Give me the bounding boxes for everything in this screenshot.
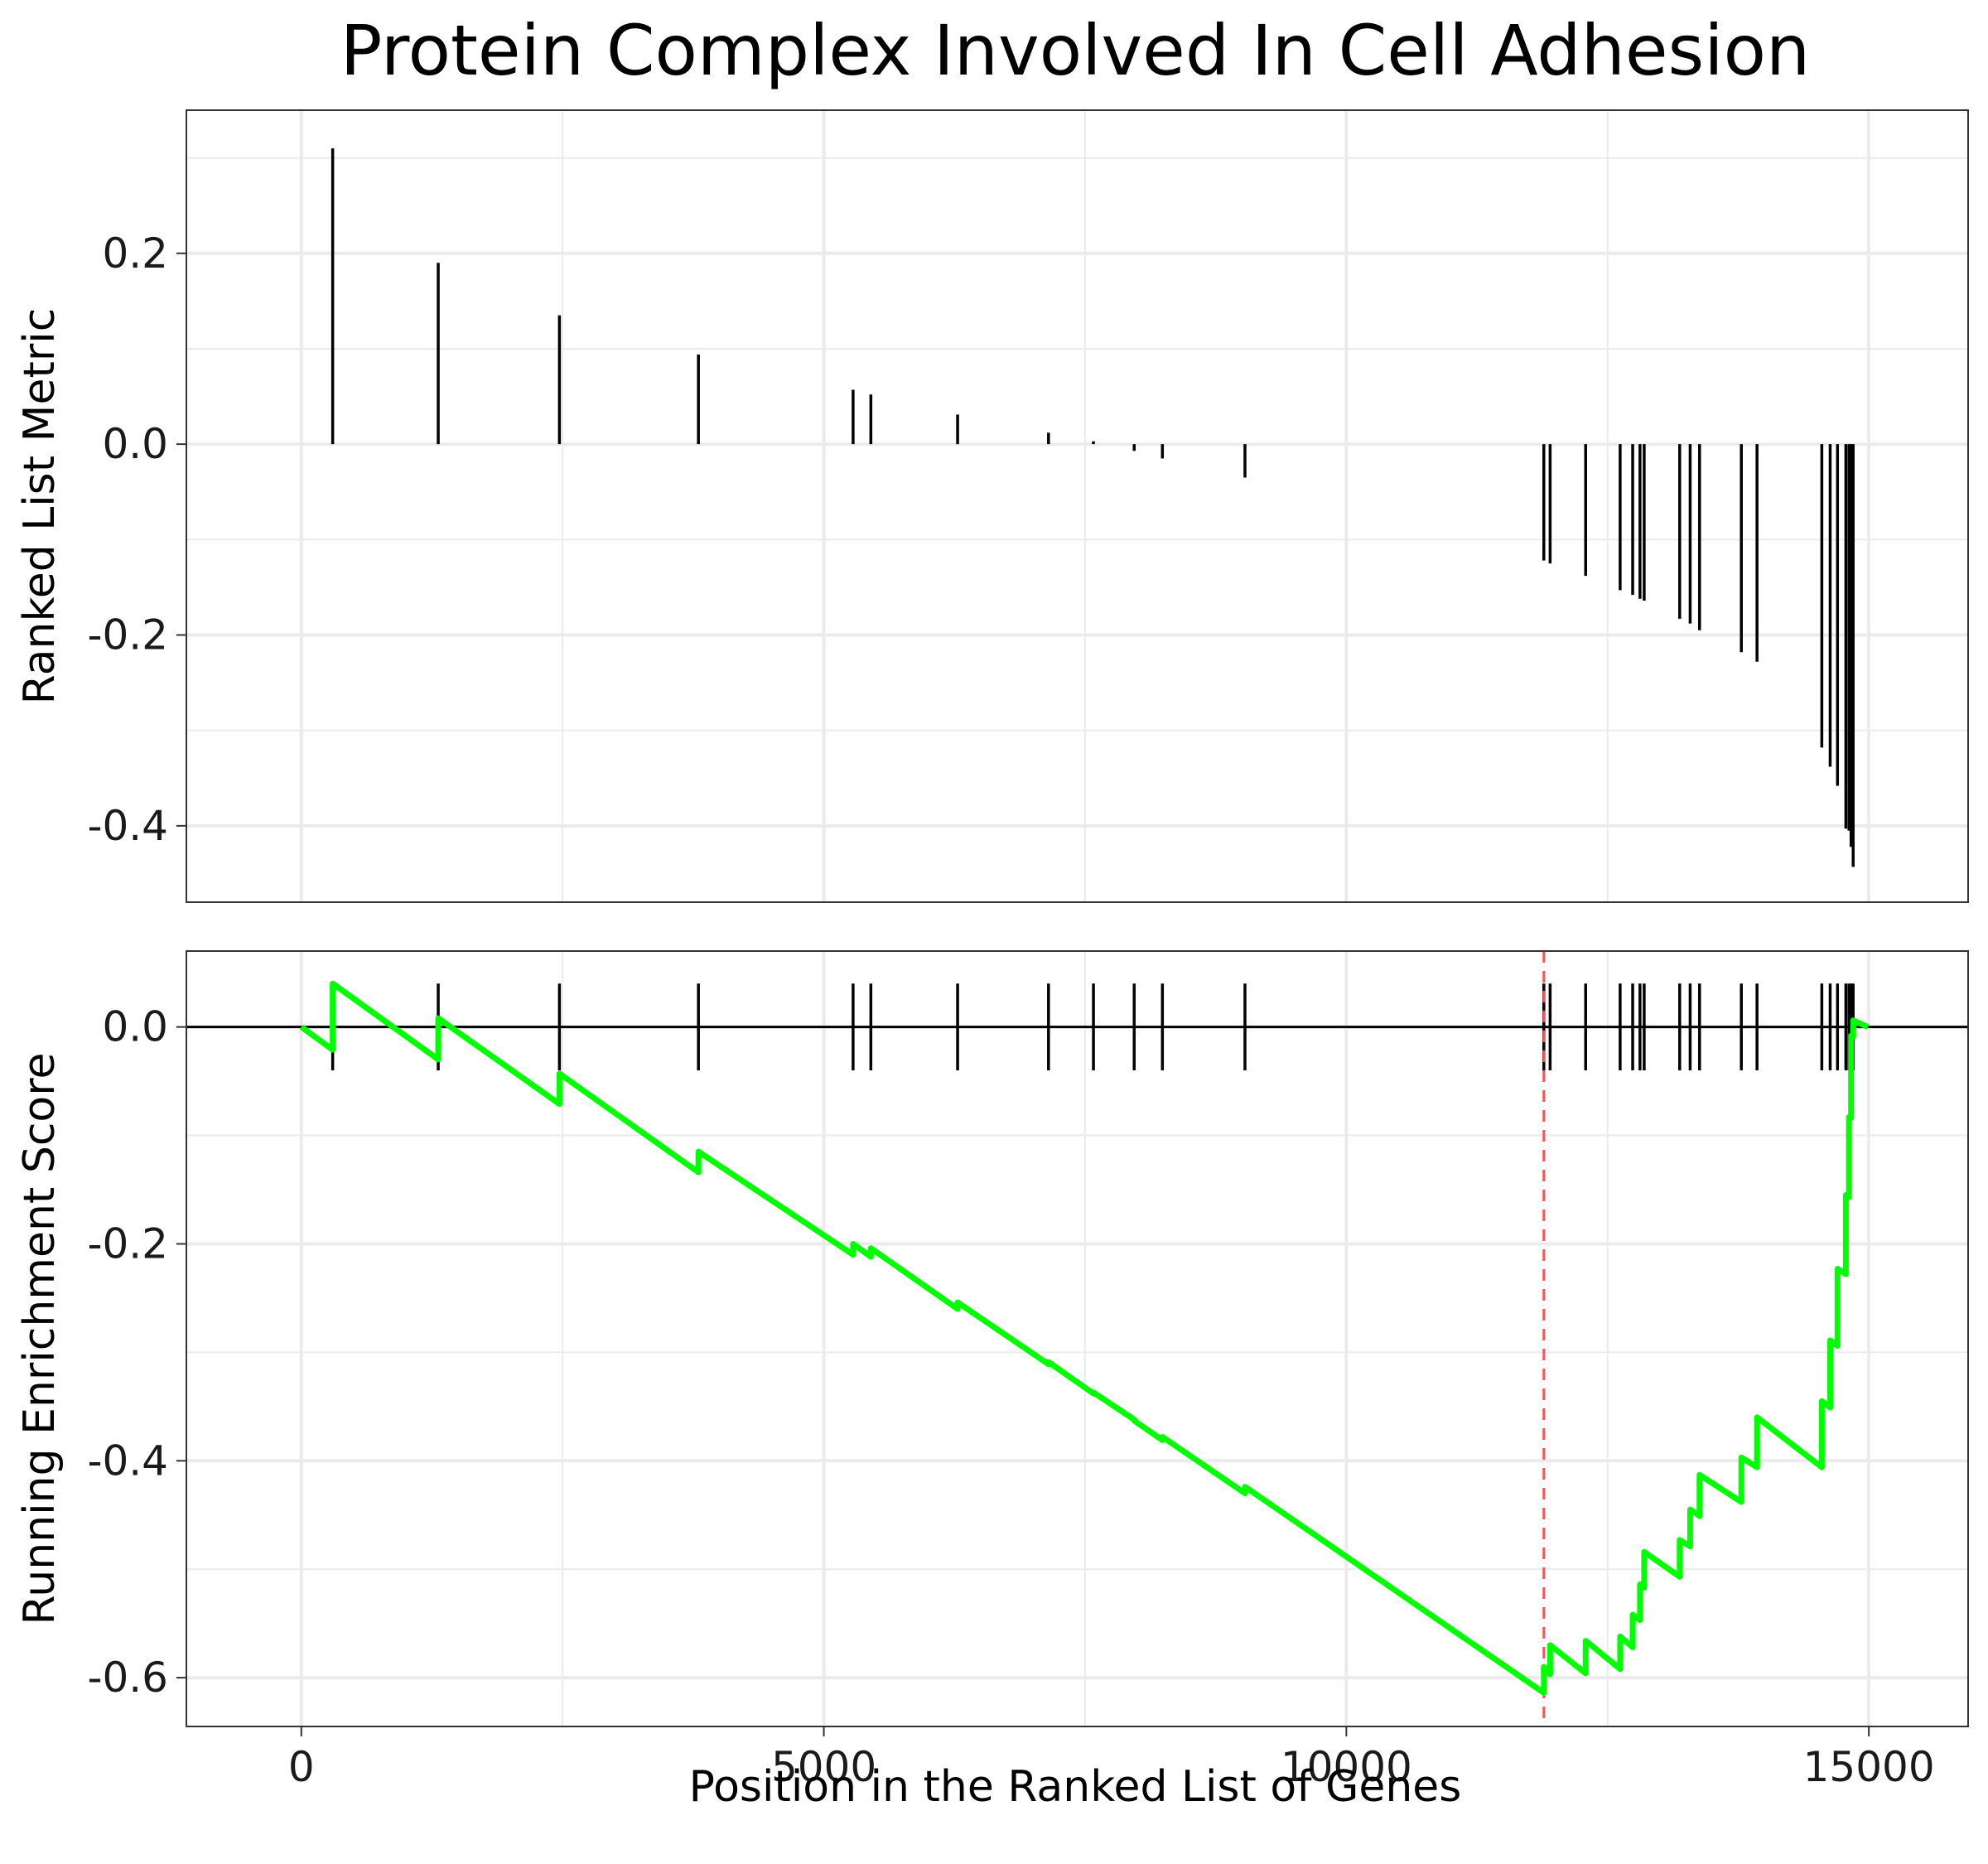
y-tick-label: 0.2 xyxy=(102,229,168,278)
x-tick-label: 0 xyxy=(288,1743,315,1791)
x-tick-label: 5000 xyxy=(771,1743,876,1791)
x-axis-title: Position in the Ranked List of Genes xyxy=(689,1762,1462,1812)
y-tick-label: 0.0 xyxy=(102,420,168,468)
running-es-y-ticks: 0.0 -0.2 -0.4 -0.6 xyxy=(87,1003,186,1702)
y-tick-label: 0.0 xyxy=(102,1003,168,1051)
y-tick-label: -0.4 xyxy=(87,802,168,850)
x-tick-label: 10000 xyxy=(1281,1743,1412,1791)
y-tick-label: -0.2 xyxy=(87,611,168,659)
running-es-y-axis-title: Running Enrichment Score xyxy=(15,1053,65,1625)
ranked-metric-panel: 0.2 0.0 -0.2 -0.4 Ranked List Metric xyxy=(15,109,1969,903)
running-es-plot-area xyxy=(186,951,1968,1726)
running-es-panel-border xyxy=(186,950,1969,1727)
ranked-metric-bars xyxy=(331,148,1855,867)
ranked-metric-y-ticks: 0.2 0.0 -0.2 -0.4 xyxy=(87,229,186,850)
ranked-metric-y-axis-title: Ranked List Metric xyxy=(15,308,65,705)
ranked-metric-grid xyxy=(186,110,1968,902)
y-tick-label: -0.2 xyxy=(87,1219,168,1268)
ranked-metric-panel-border xyxy=(186,109,1969,903)
chart-title: Protein Complex Involved In Cell Adhesio… xyxy=(340,10,1811,91)
running-es-line xyxy=(299,980,1870,1696)
x-tick-label: 15000 xyxy=(1803,1743,1935,1791)
x-axis-ticks: 0 5000 10000 15000 xyxy=(288,1726,1935,1791)
running-es-panel: 0.0 -0.2 -0.4 -0.6 Running Enrichment Score xyxy=(15,950,1969,1727)
y-tick-label: -0.4 xyxy=(87,1437,168,1485)
y-tick-label: -0.6 xyxy=(87,1654,168,1702)
ranked-metric-plot-area xyxy=(186,110,1968,902)
